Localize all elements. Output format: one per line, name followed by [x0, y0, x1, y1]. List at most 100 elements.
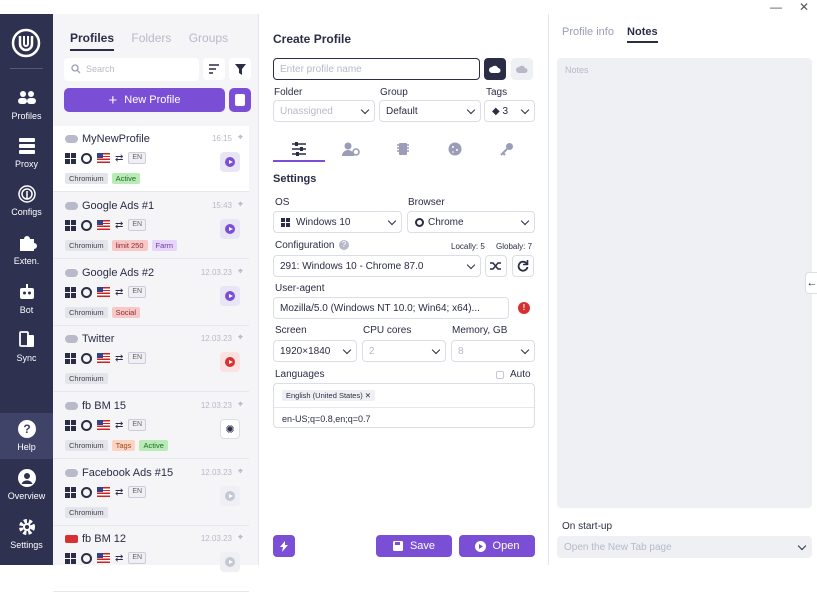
- collapse-panel-button[interactable]: ←: [805, 272, 817, 294]
- profile-meta: ⇄ EN: [65, 552, 147, 564]
- profile-meta: ⇄ EN: [65, 219, 147, 231]
- save-label: Save: [409, 540, 436, 552]
- lightning-icon: [280, 540, 288, 552]
- profile-card[interactable]: Twitter 12.03.23 ⌖ ⇄ EN Chromium: [53, 326, 249, 392]
- tags-select[interactable]: ◆ 3: [484, 100, 535, 122]
- group-select[interactable]: Default: [379, 100, 481, 122]
- sort-icon: [209, 64, 219, 74]
- startup-select[interactable]: Open the New Tab page: [557, 536, 812, 558]
- chevron-down-icon: [797, 541, 807, 551]
- tab-notes[interactable]: Notes: [627, 26, 658, 43]
- loading-button[interactable]: ✺: [220, 419, 240, 439]
- pin-icon[interactable]: ⌖: [237, 466, 243, 476]
- tab-hardware[interactable]: [377, 142, 429, 162]
- profile-card[interactable]: fb BM 15 12.03.23 ⌖ ⇄ EN Chromium Tags Act…: [53, 393, 249, 459]
- rail-extensions[interactable]: Exten.: [0, 233, 53, 266]
- local-save-button[interactable]: [511, 58, 533, 80]
- memory-select[interactable]: 8: [451, 340, 535, 362]
- chevron-down-icon: [466, 260, 476, 270]
- cloud-off-icon: [516, 65, 528, 73]
- profile-card[interactable]: fb BM 12 12.03.23 ⌖ ⇄ EN: [53, 526, 249, 592]
- tab-profile-info[interactable]: Profile info: [562, 26, 614, 38]
- rail-configs[interactable]: Configs: [0, 184, 53, 217]
- screen-select[interactable]: 1920×1840: [273, 340, 357, 362]
- profile-name-input[interactable]: Enter profile name: [273, 58, 480, 80]
- search-input[interactable]: Search: [64, 58, 199, 81]
- os-select[interactable]: Windows 10: [273, 211, 402, 233]
- pin-icon[interactable]: ⌖: [237, 532, 243, 542]
- stop-button[interactable]: [220, 352, 240, 372]
- us-flag-icon: [97, 287, 110, 297]
- user-agent-input[interactable]: Mozilla/5.0 (Windows NT 10.0; Win64; x64…: [273, 297, 509, 319]
- start-button-disabled[interactable]: [220, 486, 240, 506]
- remove-chip-icon[interactable]: ✕: [364, 391, 372, 400]
- rail-help[interactable]: ? Help: [0, 413, 53, 459]
- tab-general[interactable]: [273, 142, 325, 162]
- start-button[interactable]: [220, 152, 240, 172]
- rail-profiles[interactable]: Profiles: [0, 88, 53, 121]
- tab-folders[interactable]: Folders: [131, 31, 172, 45]
- tab-groups[interactable]: Groups: [188, 31, 229, 45]
- profile-name: Google Ads #2: [82, 267, 155, 279]
- rail-proxy[interactable]: Proxy: [0, 136, 53, 169]
- tab-user[interactable]: [325, 142, 377, 162]
- windows-icon: [65, 352, 76, 364]
- auto-checkbox[interactable]: [496, 371, 504, 379]
- profile-date: 12.03.23: [200, 534, 232, 543]
- profile-tag: Chromium: [65, 307, 108, 318]
- open-button[interactable]: Open: [459, 535, 535, 557]
- pin-icon[interactable]: ⌖: [237, 199, 243, 209]
- info-icon[interactable]: ?: [339, 240, 349, 250]
- configuration-select[interactable]: 291: Windows 10 - Chrome 87.0: [273, 255, 481, 277]
- profile-card[interactable]: Google Ads #2 12.03.23 ⌖ ⇄ EN Chromium So…: [53, 260, 249, 326]
- pin-icon[interactable]: ⌖: [237, 332, 243, 342]
- memory-label: Memory, GB: [452, 325, 508, 336]
- pin-icon[interactable]: ⌖: [237, 266, 243, 276]
- shuffle-button[interactable]: [485, 255, 507, 277]
- chrome-icon: [415, 218, 424, 227]
- quick-profile-button[interactable]: [229, 88, 251, 112]
- pin-icon[interactable]: ⌖: [237, 132, 243, 142]
- configuration-label: Configuration: [275, 240, 335, 251]
- open-label: Open: [492, 540, 520, 552]
- tab-profiles[interactable]: Profiles: [70, 31, 115, 51]
- close-button[interactable]: ✕: [799, 0, 810, 14]
- rail-bot[interactable]: Bot: [0, 282, 53, 315]
- rail-settings[interactable]: Settings: [0, 517, 53, 550]
- refresh-button[interactable]: [512, 255, 534, 277]
- start-button[interactable]: [220, 286, 240, 306]
- play-icon: [474, 540, 486, 552]
- profile-tag: Farm: [151, 240, 178, 251]
- sync-icon: [18, 331, 34, 347]
- quick-run-button[interactable]: [273, 535, 295, 557]
- warning-icon[interactable]: !: [518, 302, 530, 314]
- cloud-save-button[interactable]: [484, 58, 506, 80]
- profile-meta: ⇄ EN: [65, 152, 147, 164]
- new-profile-button[interactable]: + New Profile: [64, 88, 225, 112]
- rail-sync[interactable]: Sync: [0, 330, 53, 363]
- pin-icon[interactable]: ⌖: [237, 399, 243, 409]
- save-button[interactable]: Save: [376, 535, 452, 557]
- cloud-icon: [65, 135, 78, 143]
- windows-icon: [65, 419, 76, 431]
- sort-button[interactable]: [203, 58, 225, 80]
- languages-field[interactable]: English (United States) ✕ en-US;q=0.8,en…: [273, 383, 535, 428]
- start-button[interactable]: [220, 219, 240, 239]
- notes-textarea[interactable]: Notes: [557, 58, 812, 508]
- rail-overview[interactable]: Overview: [0, 468, 53, 501]
- profile-card[interactable]: Facebook Ads #15 12.03.23 ⌖ ⇄ EN Chromiu…: [53, 460, 249, 526]
- folder-select[interactable]: Unassigned: [273, 100, 375, 122]
- minimize-button[interactable]: —: [770, 0, 782, 14]
- browser-select[interactable]: Chrome: [407, 211, 535, 233]
- profile-card[interactable]: MyNewProfile 16:15 ⌖ ⇄ EN Chromium Active: [53, 126, 249, 192]
- profile-card[interactable]: Google Ads #1 15:43 ⌖ ⇄ EN Chromium limit…: [53, 193, 249, 259]
- profile-tags: Chromium Tags Active: [65, 440, 168, 451]
- start-button-disabled[interactable]: [220, 552, 240, 572]
- filter-button[interactable]: [229, 58, 251, 80]
- filter-icon: [234, 63, 246, 75]
- list-tabs: Profiles Folders Groups: [70, 31, 242, 51]
- cpu-select[interactable]: 2: [362, 340, 446, 362]
- tab-cookies[interactable]: [429, 142, 481, 162]
- tab-keys[interactable]: [481, 142, 533, 162]
- profile-meta: ⇄ EN: [65, 419, 147, 431]
